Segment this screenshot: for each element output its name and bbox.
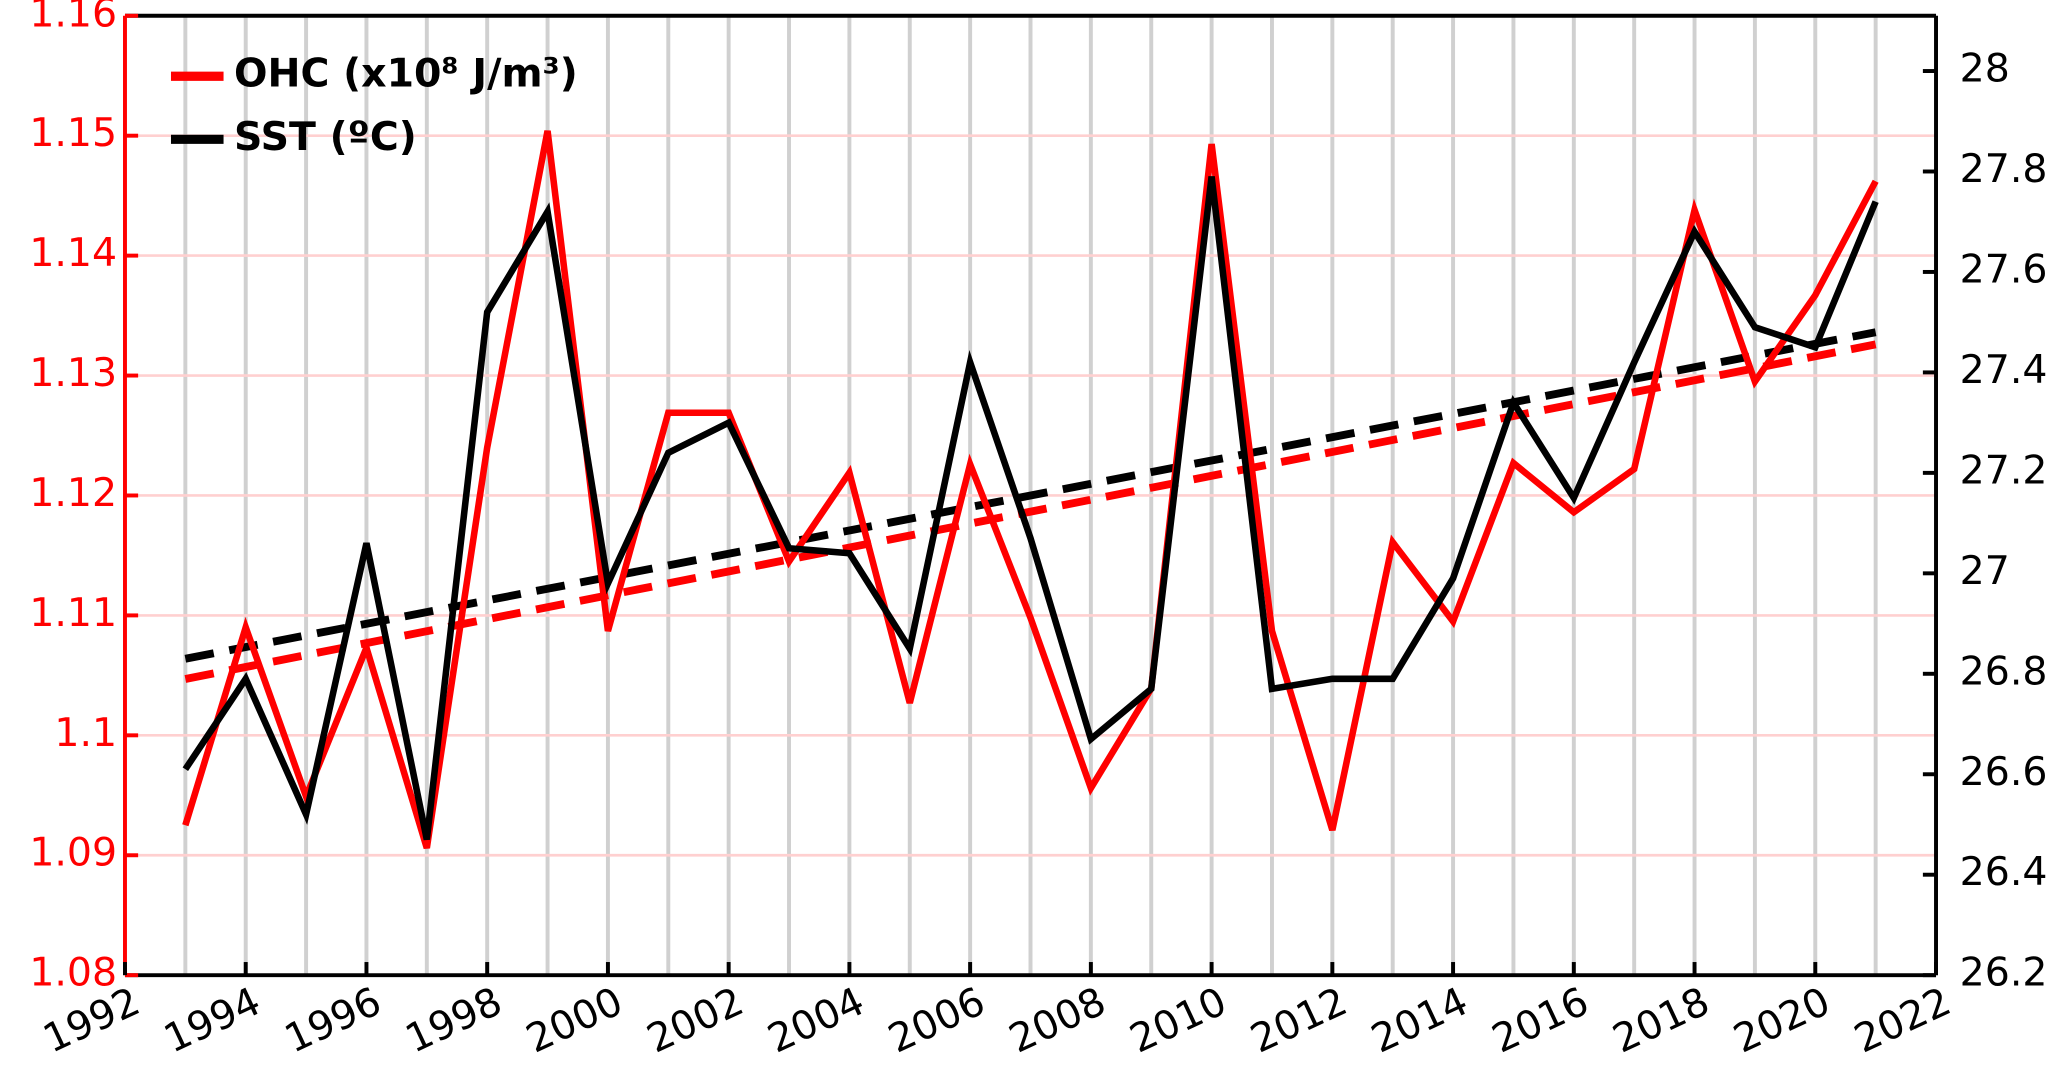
y2-tick-label: 27.2 [1960,447,2048,493]
x-tick-label: 2000 [519,978,629,1062]
y2-tick-label: 27 [1960,548,2010,594]
y-tick-label: 1.09 [29,830,117,876]
x-tick-label: 2016 [1485,978,1595,1062]
y2-tick-label: 26.2 [1960,950,2048,996]
data-line [182,130,1879,850]
y-tick-label: 1.14 [29,230,117,276]
x-tick-label: 2008 [1002,978,1112,1062]
trend-line [184,328,1877,663]
x-tick-label: 2014 [1365,978,1475,1062]
y2-tick-label: 26.4 [1960,849,2048,895]
y2-tick-label: 28 [1960,46,2010,92]
y-tick-label: 1.11 [29,590,117,636]
x-tick-label: 2020 [1727,978,1837,1062]
x-tick-label: 1994 [157,978,267,1062]
x-tick-label: 2004 [761,978,871,1062]
y-tick-label: 1.16 [29,0,117,36]
y-tick-label: 1.08 [29,950,117,996]
x-tick-label: 2002 [640,978,750,1062]
y2-tick-label: 26.8 [1960,648,2048,694]
y-tick-label: 1.13 [29,350,117,396]
x-tick-label: 2006 [882,978,992,1062]
trend-line [184,340,1877,683]
legend-label: OHC (x10⁸ J/m³) [234,51,578,97]
data-line [182,176,1879,841]
x-tick-label: 2010 [1123,978,1233,1062]
y2-tick-label: 27.4 [1960,347,2048,393]
x-tick-label: 2018 [1606,978,1716,1062]
y-tick-label: 1.12 [29,470,117,516]
y2-tick-label: 26.6 [1960,749,2048,795]
x-tick-label: 2022 [1847,978,1957,1062]
y-tick-label: 1.15 [29,110,117,156]
y-tick-label: 1.1 [54,710,117,756]
y2-tick-label: 27.6 [1960,246,2048,292]
y2-tick-label: 27.8 [1960,146,2048,192]
x-tick-label: 2012 [1244,978,1354,1062]
x-tick-label: 1996 [278,978,388,1062]
x-tick-label: 1998 [399,978,509,1062]
legend-label: SST (ºC) [234,114,417,160]
